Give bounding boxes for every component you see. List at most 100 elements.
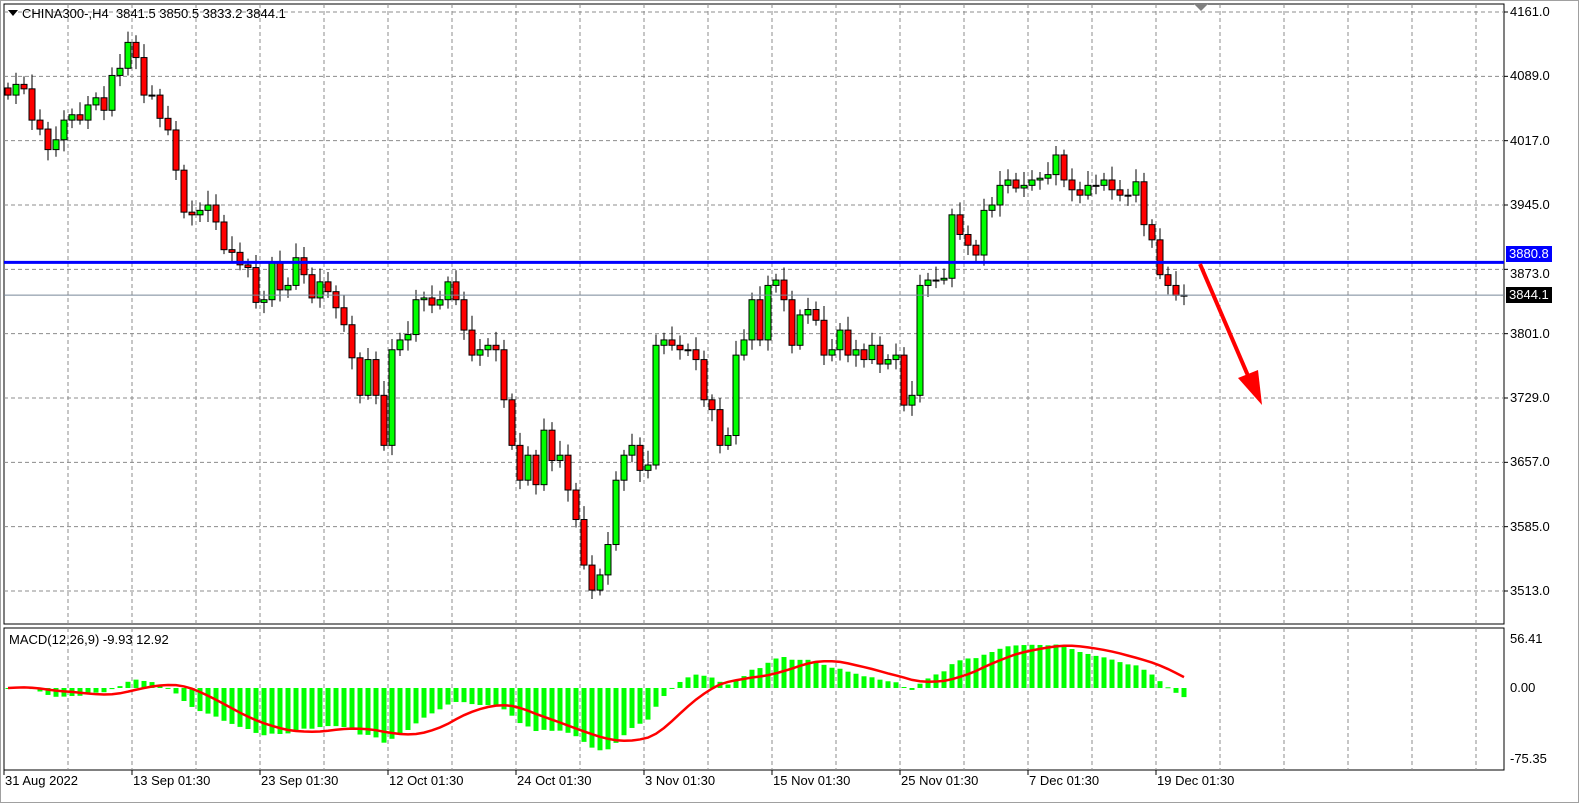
bullish-candle bbox=[412, 299, 420, 336]
macd-histogram-bar bbox=[989, 652, 995, 688]
chart-title: CHINA300-,H4 3841.5 3850.5 3833.2 3844.1 bbox=[22, 6, 286, 21]
macd-histogram-bar bbox=[461, 688, 467, 703]
macd-histogram-bar bbox=[877, 679, 883, 688]
bullish-candle bbox=[436, 299, 444, 306]
macd-histogram-bar bbox=[381, 688, 387, 743]
bullish-candle bbox=[1124, 194, 1132, 197]
price-axis-label: 3873.0 bbox=[1510, 266, 1550, 281]
bearish-candle bbox=[252, 267, 260, 303]
bearish-candle bbox=[844, 329, 852, 356]
macd-histogram-bar bbox=[645, 688, 651, 720]
macd-histogram-bar bbox=[821, 664, 827, 688]
dropdown-triangle-icon[interactable] bbox=[8, 10, 18, 16]
macd-title: MACD(12,26,9) -9.93 12.92 bbox=[9, 632, 169, 647]
macd-histogram-bar bbox=[405, 688, 411, 730]
bullish-candle bbox=[892, 354, 900, 361]
macd-histogram-bar bbox=[677, 681, 683, 688]
macd-histogram-bar bbox=[805, 659, 811, 688]
macd-histogram-bar bbox=[997, 648, 1003, 688]
bearish-candle bbox=[780, 279, 788, 301]
bearish-candle bbox=[460, 299, 468, 331]
macd-histogram-bar bbox=[605, 688, 611, 750]
macd-histogram-bar bbox=[285, 688, 291, 734]
macd-histogram-bar bbox=[373, 688, 379, 738]
macd-histogram-bar bbox=[301, 688, 307, 729]
bullish-candle bbox=[284, 284, 292, 291]
bullish-candle bbox=[116, 67, 124, 76]
bearish-candle bbox=[972, 244, 980, 256]
macd-histogram-bar bbox=[653, 688, 659, 707]
bullish-candle bbox=[84, 104, 92, 121]
bearish-candle bbox=[964, 233, 972, 246]
macd-histogram-bar bbox=[749, 669, 755, 688]
bearish-candle bbox=[20, 83, 28, 90]
price-axis-label: 3657.0 bbox=[1510, 454, 1550, 470]
bullish-candle bbox=[396, 339, 404, 351]
bearish-candle bbox=[700, 359, 708, 401]
macd-histogram-bar bbox=[621, 688, 627, 736]
bullish-candle bbox=[852, 349, 860, 356]
macd-histogram-bar bbox=[501, 688, 507, 710]
ohlc-values: 3841.5 3850.5 3833.2 3844.1 bbox=[115, 6, 286, 21]
macd-histogram-bar bbox=[541, 688, 547, 730]
bearish-candle bbox=[548, 429, 556, 462]
bearish-candle bbox=[76, 114, 84, 121]
macd-histogram-bar bbox=[893, 682, 899, 688]
bullish-candle bbox=[804, 309, 812, 316]
macd-histogram-bar bbox=[53, 688, 59, 697]
bearish-candle bbox=[500, 349, 508, 401]
macd-histogram-bar bbox=[509, 688, 515, 716]
bullish-candle bbox=[644, 464, 652, 471]
macd-histogram-bar bbox=[277, 688, 283, 734]
bullish-candle bbox=[748, 299, 756, 341]
macd-histogram-bar bbox=[869, 677, 875, 688]
bullish-candle bbox=[628, 444, 636, 456]
bearish-candle bbox=[348, 324, 356, 359]
macd-histogram-bar bbox=[101, 688, 107, 693]
macd-histogram-bar bbox=[757, 668, 763, 688]
bearish-candle bbox=[220, 221, 228, 251]
time-axis-label: 15 Nov 01:30 bbox=[773, 773, 851, 788]
macd-histogram-bar bbox=[429, 688, 435, 714]
bearish-candle bbox=[36, 119, 44, 130]
time-axis-label: 31 Aug 2022 bbox=[5, 773, 79, 788]
bullish-candle bbox=[596, 574, 604, 591]
macd-histogram-bar bbox=[637, 688, 643, 724]
macd-signal-line bbox=[7, 644, 1185, 743]
red-down-arrow bbox=[1198, 263, 1254, 386]
macd-histogram-bar bbox=[293, 688, 299, 731]
bullish-candle bbox=[388, 349, 396, 446]
macd-histogram-bar bbox=[85, 688, 91, 695]
bullish-candle bbox=[988, 204, 996, 211]
bullish-candle bbox=[868, 344, 876, 361]
macd-histogram-bar bbox=[149, 682, 155, 688]
bullish-candle bbox=[772, 279, 780, 286]
macd-histogram-bar bbox=[709, 677, 715, 688]
bearish-candle bbox=[820, 319, 828, 356]
bearish-candle bbox=[668, 339, 676, 346]
macd-histogram-bar bbox=[333, 688, 339, 727]
macd-histogram-bar bbox=[421, 688, 427, 718]
macd-histogram-bar bbox=[885, 681, 891, 688]
bullish-candle bbox=[292, 257, 300, 286]
bearish-candle bbox=[788, 299, 796, 346]
macd-histogram-bar bbox=[141, 680, 147, 688]
bullish-candle bbox=[556, 454, 564, 462]
bullish-candle bbox=[836, 329, 844, 351]
macd-histogram-bar bbox=[1053, 644, 1059, 688]
bullish-candle bbox=[52, 139, 60, 151]
macd-histogram-bar bbox=[349, 688, 355, 730]
macd-histogram-bar bbox=[917, 683, 923, 688]
macd-histogram-bar bbox=[581, 688, 587, 742]
bearish-candle bbox=[380, 394, 388, 446]
bullish-candle bbox=[724, 435, 732, 446]
macd-histogram-bar bbox=[5, 688, 11, 689]
bullish-candle bbox=[620, 454, 628, 481]
macd-histogram-bar bbox=[557, 688, 563, 731]
macd-histogram-bar bbox=[1093, 655, 1099, 688]
current-price-tag: 3844.1 bbox=[1506, 287, 1552, 303]
bullish-candle bbox=[940, 277, 948, 281]
macd-histogram-bar bbox=[173, 688, 179, 694]
bearish-candle bbox=[140, 57, 148, 96]
